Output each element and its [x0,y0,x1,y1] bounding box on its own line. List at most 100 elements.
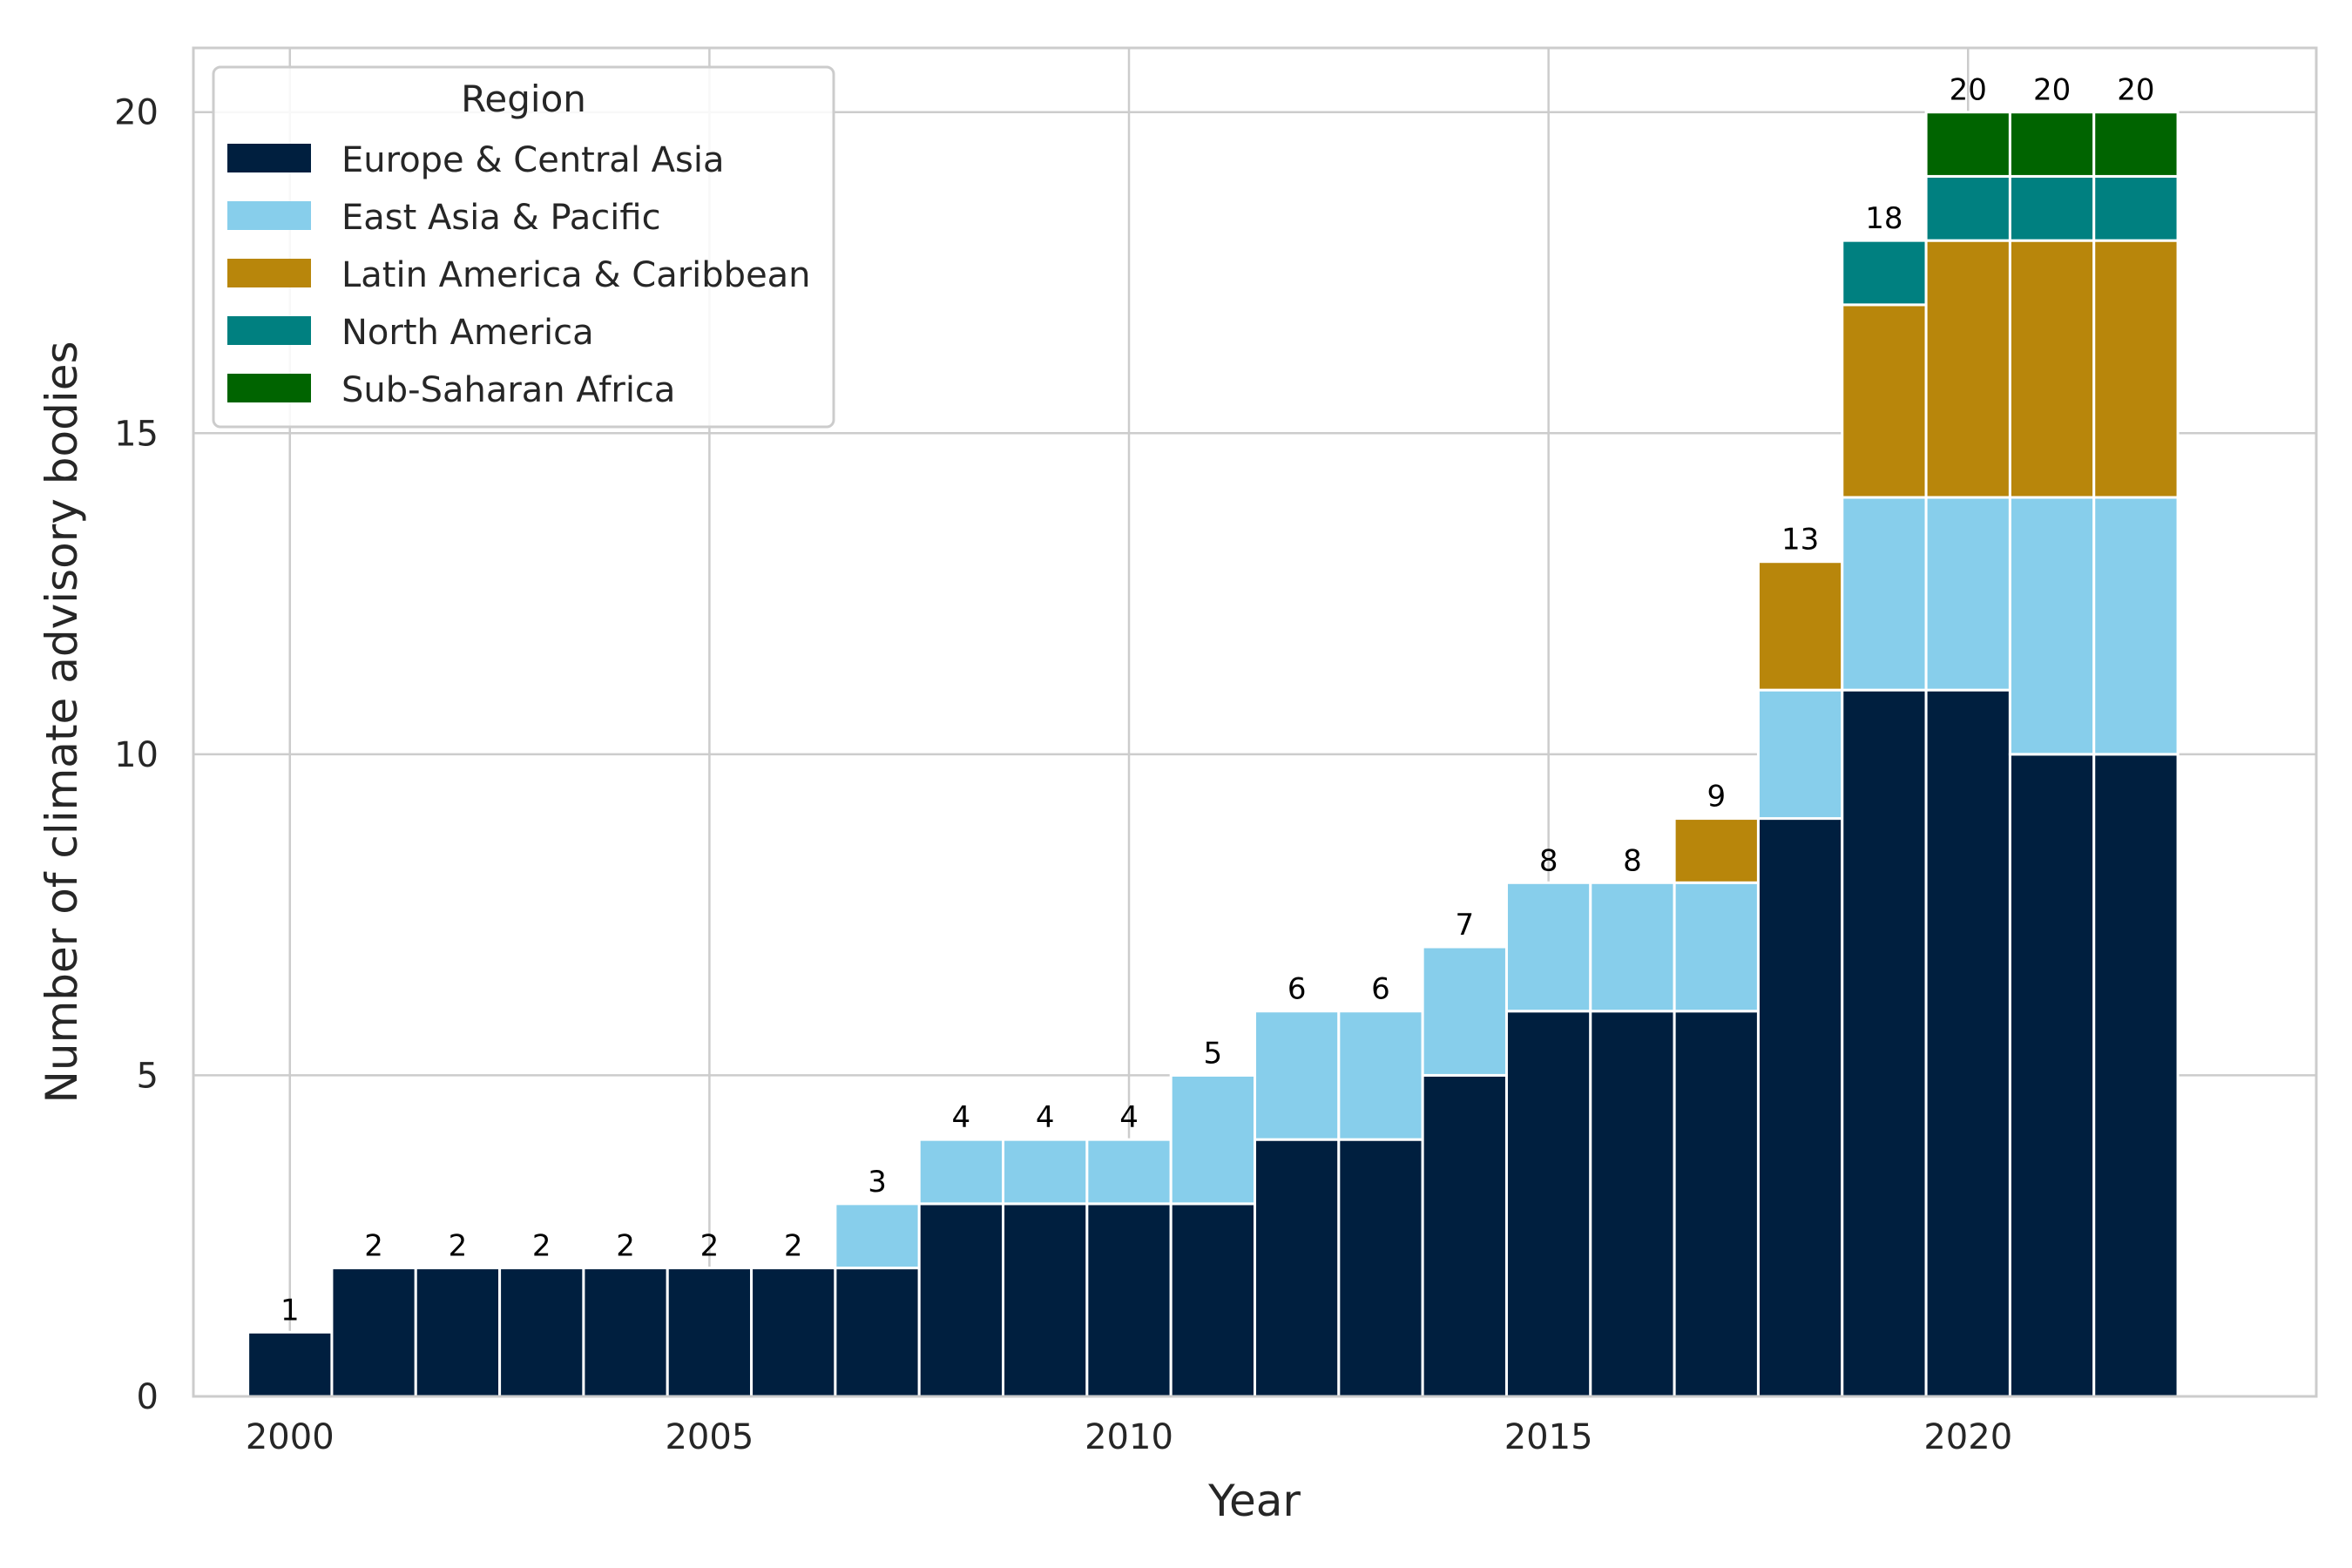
y-axis-label: Number of climate advisory bodies [37,341,87,1103]
total-label: 9 [1707,780,1726,814]
bar-segment [2008,239,2096,499]
bar-segment [2092,239,2180,499]
bar-segment [1673,817,1760,884]
bar-segment [1756,560,1844,692]
legend-label: Sub-Saharan Africa [341,370,675,410]
y-tick-labels: 0 5 10 15 20 [114,93,159,1417]
bar-segment [330,1267,417,1398]
bar-segment [1924,174,2011,242]
bar-segment [1337,1010,1424,1141]
bar-segment [1924,111,2011,178]
bar-segment [1924,239,2011,499]
bar-segment [2092,753,2180,1398]
total-label: 13 [1781,523,1819,558]
total-label: 3 [868,1165,887,1200]
bar-segment [917,1138,1005,1206]
bar-segment [1673,881,1760,1013]
legend-label: Europe & Central Asia [341,140,724,180]
total-label: 2 [532,1229,551,1264]
x-tick-label: 2015 [1504,1417,1593,1457]
bar-segment [1254,1138,1341,1398]
total-label: 6 [1371,972,1390,1007]
total-label: 4 [1036,1100,1055,1135]
bar-segment [414,1267,502,1398]
legend-box [212,65,835,429]
legend-title: Region [461,78,586,120]
bar-segment [1002,1138,1089,1206]
bar-segment [1924,496,2011,692]
bar-segment [2092,174,2180,242]
bar-segment [2008,174,2096,242]
bar-segment [917,1202,1005,1398]
bar-segment [750,1267,837,1398]
bar-segment [1841,688,1928,1398]
bar-segment [666,1267,754,1398]
bar-segment [1756,688,1844,821]
legend-swatch [227,374,311,402]
legend-label: North America [341,313,594,353]
legend-swatch [227,144,311,172]
bar-segment [1169,1073,1257,1206]
total-label: 6 [1288,972,1307,1007]
bar-segment [1254,1010,1341,1141]
x-tick-label: 2005 [665,1417,754,1457]
y-tick-label: 20 [114,93,159,133]
bar-segment [1421,1073,1508,1398]
bar-segment [1421,945,1508,1077]
bar-segment [834,1202,921,1270]
x-axis-label: Year [1207,1476,1301,1526]
bar-segment [1841,496,1928,692]
y-tick-label: 5 [137,1056,159,1096]
y-tick-label: 0 [137,1377,159,1417]
legend-swatch [227,201,311,230]
bar-segment [2008,111,2096,178]
bar-segment [1589,881,1676,1013]
bar-segment [1673,1010,1760,1398]
legend-swatch [227,316,311,345]
bar-segment [498,1267,585,1398]
bar-stacks [247,111,2180,1398]
total-label: 20 [1950,73,1987,108]
legend: Region Europe & Central Asia East Asia & … [212,65,835,429]
total-label: 2 [784,1229,803,1264]
y-tick-label: 15 [114,414,159,454]
bar-segment [1504,881,1592,1013]
bar-segment [247,1330,334,1398]
legend-label: Latin America & Caribbean [341,255,811,295]
bar-segment [834,1267,921,1398]
total-labels: 1 2 2 2 2 2 2 3 4 4 4 5 6 6 7 8 8 9 13 18 20 20 20 [280,73,2155,1328]
bar-segment [2008,496,2096,756]
bar-segment [1841,303,1928,499]
bar-segment [1924,688,2011,1398]
total-label: 4 [952,1100,971,1135]
x-tick-label: 2020 [1923,1417,2012,1457]
total-label: 8 [1623,843,1642,878]
plot-frame [192,46,2318,1398]
total-label: 4 [1119,1100,1139,1135]
bar-segment [1085,1202,1173,1398]
bar-segment [1589,1010,1676,1398]
bar-segment [1085,1138,1173,1206]
legend-label: East Asia & Pacific [341,198,661,238]
total-label: 1 [280,1293,300,1328]
bar-segment [1169,1202,1257,1398]
bar-segment [1002,1202,1089,1398]
total-label: 2 [700,1229,720,1264]
total-label: 2 [364,1229,383,1264]
total-label: 8 [1539,843,1558,878]
bar-segment [2092,111,2180,178]
total-label: 20 [2117,73,2154,108]
x-tick-label: 2010 [1085,1417,1173,1457]
total-label: 18 [1865,201,1903,236]
total-label: 7 [1455,908,1474,943]
x-tick-label: 2000 [246,1417,335,1457]
legend-items: Europe & Central Asia East Asia & Pacific… [227,140,811,410]
total-label: 5 [1204,1036,1223,1071]
bar-segment [2092,496,2180,756]
legend-swatch [227,259,311,287]
bar-segment [1337,1138,1424,1398]
total-label: 20 [2033,73,2071,108]
bar-segment [2008,753,2096,1398]
bar-segment [1504,1010,1592,1398]
